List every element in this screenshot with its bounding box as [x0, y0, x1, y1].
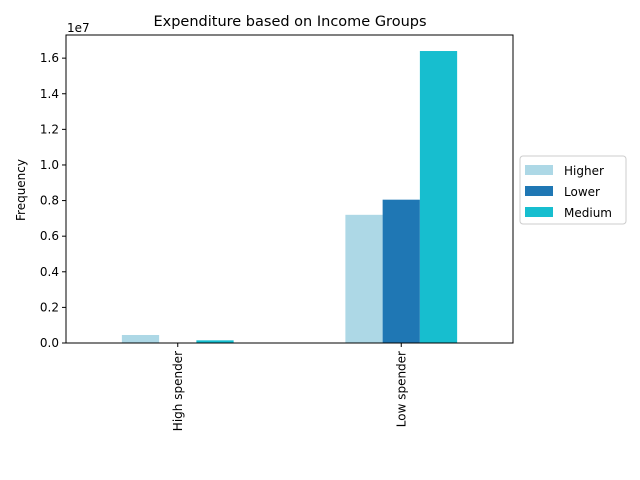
y-tick-label: 0.0	[40, 336, 59, 350]
x-tick-label: Low spender	[394, 351, 408, 427]
y-tick-label: 0.6	[40, 229, 59, 243]
bar-medium-0	[196, 340, 234, 343]
y-tick-label: 1.2	[40, 122, 59, 136]
y-tick-label: 1.0	[40, 158, 59, 172]
bar-lower-1	[382, 199, 420, 343]
bars-layer	[121, 51, 458, 344]
legend-label-medium: Medium	[564, 206, 612, 220]
legend-label-lower: Lower	[564, 185, 600, 199]
legend-swatch-higher	[525, 165, 553, 175]
ticks-layer: High spender Low spender 0.0 0.2 0.4 0.6 0.8 1.…	[40, 51, 408, 431]
chart-title: Expenditure based on Income Groups	[153, 14, 426, 30]
legend-label-higher: Higher	[564, 164, 604, 178]
y-tick-label: 1.6	[40, 51, 59, 65]
y-tick-label: 0.4	[40, 265, 59, 279]
bar-higher-1	[345, 214, 383, 343]
y-axis-label: Frequency	[14, 159, 28, 221]
x-tick-label: High spender	[171, 351, 185, 431]
y-tick-label: 1.4	[40, 87, 59, 101]
y-offset-label: 1e7	[67, 21, 90, 35]
legend-swatch-lower	[525, 186, 553, 196]
legend: Higher Lower Medium	[519, 155, 627, 225]
bar-medium-1	[419, 51, 458, 344]
legend-swatch-medium	[525, 207, 553, 217]
y-tick-label: 0.2	[40, 300, 59, 314]
y-tick-label: 0.8	[40, 194, 59, 208]
bar-higher-0	[121, 334, 160, 343]
plot-frame	[65, 34, 514, 344]
